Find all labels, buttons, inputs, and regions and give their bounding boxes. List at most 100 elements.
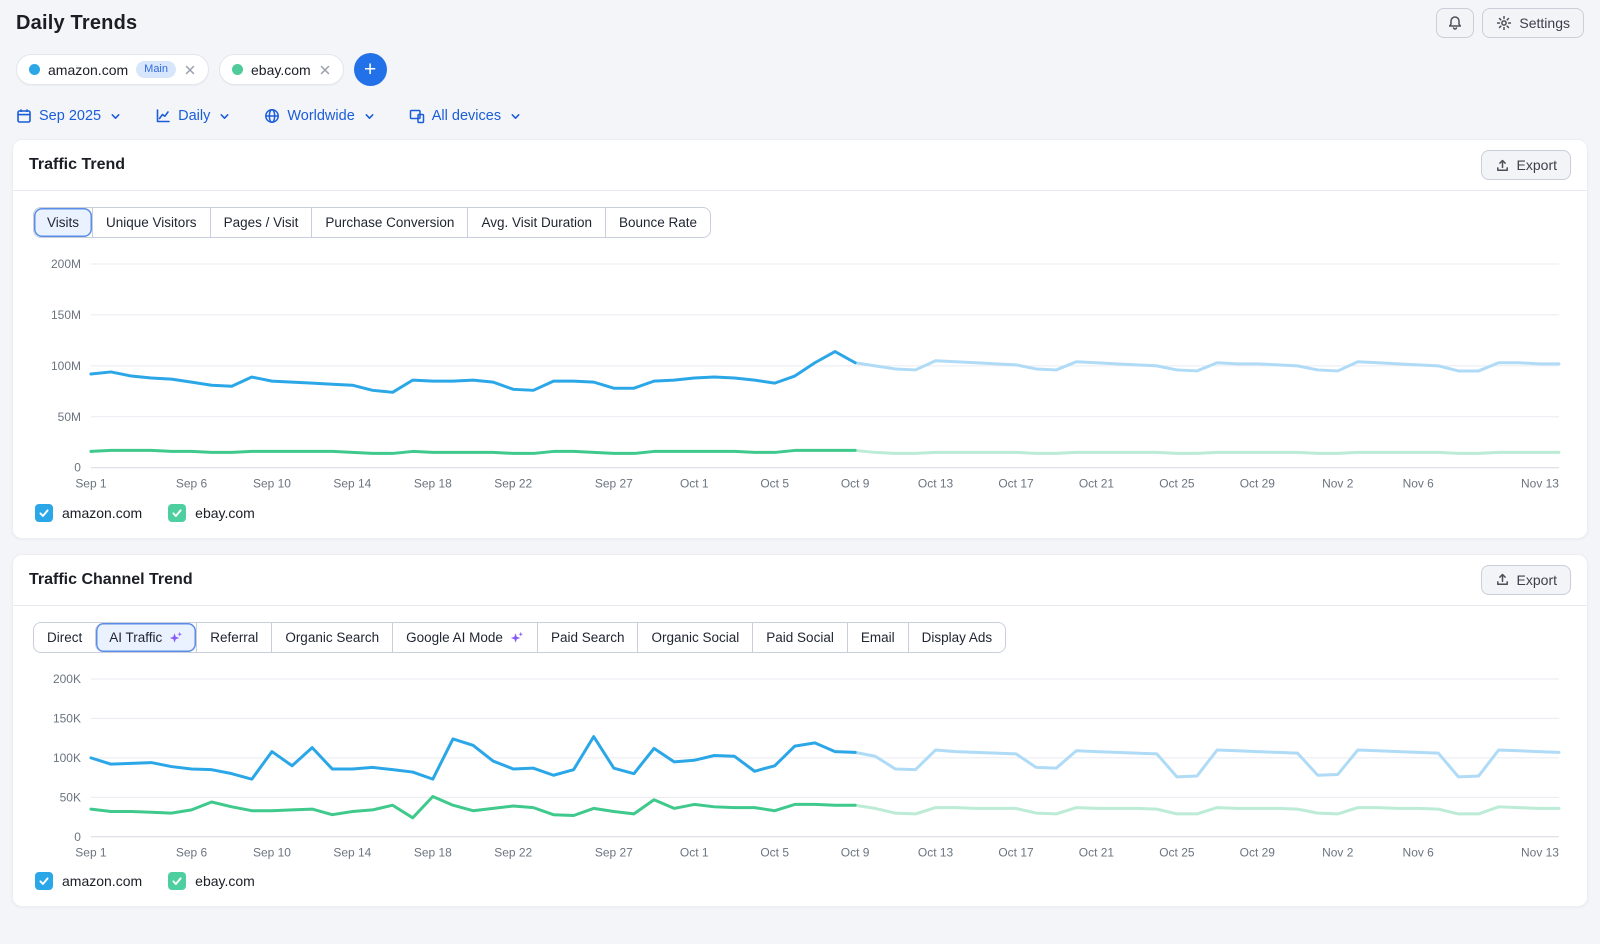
svg-text:Nov 6: Nov 6	[1403, 845, 1435, 859]
card-header: Traffic Channel Trend Export	[13, 555, 1587, 606]
svg-text:Sep 22: Sep 22	[494, 845, 532, 859]
tab-ai-traffic[interactable]: AI Traffic	[95, 622, 197, 652]
tab-referral[interactable]: Referral	[196, 622, 271, 652]
devices-icon	[409, 108, 425, 124]
filter-label: Daily	[178, 108, 211, 124]
svg-text:0: 0	[74, 461, 81, 475]
chart-canvas: 0 50M 100M 150M 200M Sep 1 Sep 6 Sep 10 Sep 14 Se…	[51, 257, 1561, 491]
legend-checkbox[interactable]	[35, 872, 53, 891]
filter-all-devices[interactable]: All devices	[409, 108, 521, 124]
legend-item-ebay.com[interactable]: ebay.com	[168, 503, 255, 522]
tab-display-ads[interactable]: Display Ads	[907, 622, 1006, 652]
tab-direct[interactable]: Direct	[34, 623, 95, 652]
svg-text:0: 0	[74, 829, 81, 843]
legend-checkbox[interactable]	[35, 503, 53, 522]
svg-text:Nov 13: Nov 13	[1521, 845, 1559, 859]
svg-text:50M: 50M	[58, 410, 81, 424]
export-button[interactable]: Export	[1480, 150, 1571, 180]
svg-text:Oct 17: Oct 17	[998, 845, 1034, 859]
filter-label: All devices	[431, 108, 502, 124]
tab-label: Unique Visitors	[106, 215, 197, 230]
svg-text:200M: 200M	[51, 257, 81, 271]
notifications-button[interactable]	[1436, 8, 1475, 38]
svg-text:Sep 1: Sep 1	[75, 477, 107, 491]
legend-label: ebay.com	[195, 873, 255, 890]
domain-chips: amazon.com Main ebay.com +	[16, 53, 1584, 86]
legend-checkbox[interactable]	[168, 872, 187, 891]
calendar-icon	[16, 108, 32, 124]
channel-tabs: Direct AI Traffic Referral Organic Search Go…	[33, 621, 1007, 653]
tab-label: Google AI Mode	[406, 629, 503, 645]
tab-pages-visit[interactable]: Pages / Visit	[209, 208, 312, 237]
tab-google-ai-mode[interactable]: Google AI Mode	[392, 622, 537, 652]
svg-text:Oct 9: Oct 9	[841, 477, 870, 491]
legend-item-amazon.com[interactable]: amazon.com	[35, 872, 143, 891]
tab-paid-social[interactable]: Paid Social	[752, 622, 847, 652]
globe-icon	[264, 108, 280, 124]
tab-visits[interactable]: Visits	[34, 208, 93, 237]
svg-text:Sep 14: Sep 14	[333, 845, 371, 859]
filter-daily[interactable]: Daily	[155, 108, 230, 124]
card-body: Direct AI Traffic Referral Organic Search Go…	[13, 606, 1587, 907]
legend-item-ebay.com[interactable]: ebay.com	[168, 872, 255, 891]
legend-item-amazon.com[interactable]: amazon.com	[35, 503, 143, 522]
export-button[interactable]: Export	[1480, 564, 1571, 595]
tab-avg-visit-duration[interactable]: Avg. Visit Duration	[467, 208, 605, 237]
main-badge: Main	[136, 61, 176, 78]
domain-chip-ebay.com[interactable]: ebay.com	[219, 54, 344, 85]
tab-label: Paid Search	[550, 629, 625, 645]
svg-text:Sep 6: Sep 6	[176, 477, 208, 491]
export-label: Export	[1516, 571, 1557, 588]
add-domain-button[interactable]: +	[353, 53, 387, 86]
filter-worldwide[interactable]: Worldwide	[264, 108, 374, 124]
legend-checkbox[interactable]	[168, 503, 187, 522]
tab-label: Paid Social	[766, 629, 834, 645]
export-icon	[1495, 158, 1510, 173]
tab-purchase-conversion[interactable]: Purchase Conversion	[311, 208, 467, 237]
svg-text:150K: 150K	[53, 711, 81, 725]
svg-text:Oct 17: Oct 17	[998, 477, 1034, 491]
legend-label: amazon.com	[62, 504, 143, 521]
svg-text:Sep 27: Sep 27	[595, 845, 633, 859]
metric-tabs: Visits Unique Visitors Pages / Visit Purcha…	[33, 207, 712, 238]
legend-label: amazon.com	[62, 873, 143, 890]
ai-sparkle-icon	[509, 630, 524, 645]
topbar-actions: Settings	[1436, 8, 1584, 38]
card-body: Visits Unique Visitors Pages / Visit Purcha…	[13, 191, 1587, 538]
svg-text:Oct 25: Oct 25	[1159, 477, 1195, 491]
remove-domain-icon[interactable]	[184, 64, 196, 76]
traffic-channel-trend-chart[interactable]: 0 50K 100K 150K 200K Sep 1 Sep 6 Sep 10 Sep 14 Se…	[33, 667, 1567, 865]
tab-unique-visitors[interactable]: Unique Visitors	[92, 208, 210, 237]
tab-label: Direct	[47, 629, 83, 645]
svg-text:Oct 13: Oct 13	[918, 477, 954, 491]
page-title: Daily Trends	[16, 11, 138, 34]
svg-text:Oct 5: Oct 5	[760, 845, 789, 859]
domain-color-dot	[232, 64, 243, 75]
filter-sep-2025[interactable]: Sep 2025	[16, 108, 121, 124]
chart-legend: amazon.com ebay.com	[35, 872, 1567, 891]
remove-domain-icon[interactable]	[319, 64, 331, 76]
svg-text:Sep 18: Sep 18	[414, 845, 452, 859]
tab-label: Organic Social	[651, 629, 740, 645]
domain-chip-amazon.com[interactable]: amazon.com Main	[16, 54, 209, 85]
tab-label: Bounce Rate	[619, 215, 698, 230]
traffic-trend-chart[interactable]: 0 50M 100M 150M 200M Sep 1 Sep 6 Sep 10 Sep 14 Se…	[33, 252, 1567, 496]
chevron-down-icon	[219, 111, 230, 122]
tab-organic-search[interactable]: Organic Search	[271, 622, 392, 652]
svg-text:Oct 21: Oct 21	[1079, 845, 1115, 859]
topbar: Daily Trends Settings	[12, 8, 1588, 38]
daily-trends-page: Daily Trends Settings amazon.com Main ebay…	[12, 8, 1588, 908]
bell-icon	[1447, 15, 1463, 31]
tab-label: Organic Search	[285, 629, 380, 645]
tab-label: Email	[860, 629, 895, 645]
tab-organic-social[interactable]: Organic Social	[637, 622, 752, 652]
filter-label: Worldwide	[287, 108, 355, 124]
export-label: Export	[1516, 157, 1557, 173]
chevron-down-icon	[364, 111, 375, 122]
svg-text:Nov 2: Nov 2	[1322, 845, 1354, 859]
tab-bounce-rate[interactable]: Bounce Rate	[605, 208, 710, 237]
settings-button[interactable]: Settings	[1482, 8, 1584, 38]
tab-paid-search[interactable]: Paid Search	[536, 622, 638, 652]
domain-label: ebay.com	[251, 61, 311, 78]
tab-email[interactable]: Email	[846, 622, 908, 652]
